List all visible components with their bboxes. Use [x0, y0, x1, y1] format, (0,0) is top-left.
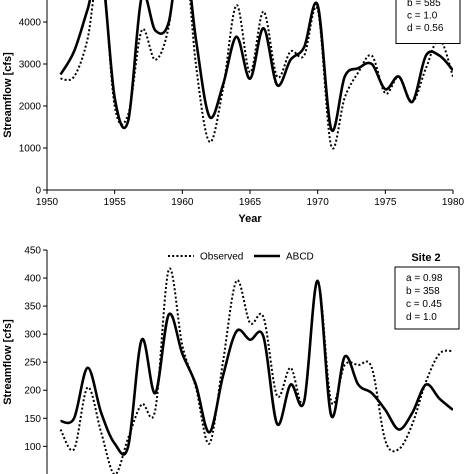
x-tick-label: 1970	[307, 197, 330, 208]
x-tick-label: 1965	[239, 197, 262, 208]
legend-label-observed: Observed	[200, 252, 243, 263]
x-tick-label: 1975	[374, 197, 397, 208]
y-axis-label: Streamflow [cfs]	[2, 319, 14, 405]
y-tick-label: 150	[24, 414, 41, 425]
legend: Observed ABCD	[168, 252, 314, 263]
x-axis-label: Year	[238, 213, 262, 225]
x-tick-label: 1960	[171, 197, 194, 208]
series-line-abcd	[59, 0, 453, 133]
series-line-observed	[59, 267, 453, 474]
site-title: Site 2	[411, 252, 440, 264]
y-tick-label: 2000	[19, 102, 42, 113]
y-tick-label: 300	[24, 330, 41, 341]
series-group	[59, 0, 453, 150]
y-tick-label: 400	[24, 274, 41, 285]
y-tick-label: 250	[24, 358, 41, 369]
parameter-value: c = 0.45	[406, 299, 442, 310]
x-tick-label: 1980	[442, 197, 465, 208]
legend-label-abcd: ABCD	[286, 252, 314, 263]
series-group	[59, 267, 453, 474]
series-line-abcd	[60, 279, 453, 456]
parameter-box	[395, 0, 461, 44]
y-tick-label: 450	[24, 246, 41, 257]
x-tick-label: 1950	[36, 197, 59, 208]
parameter-value: b = 585	[407, 0, 441, 9]
parameter-value: b = 358	[406, 286, 440, 297]
parameter-value: d = 0.56	[407, 23, 444, 34]
parameter-box	[394, 266, 460, 330]
y-tick-label: 4000	[19, 18, 42, 29]
parameter-value: a = 0.98	[406, 273, 443, 284]
parameter-value: d = 1.0	[406, 312, 437, 323]
y-tick-label: 100	[24, 442, 41, 453]
y-tick-label: 200	[24, 386, 41, 397]
parameter-value: c = 1.0	[407, 11, 438, 22]
y-tick-label: 3000	[19, 60, 42, 71]
chart-panel-2: 100 150 200 250 300 350 400 450 Streamflow [cfs]…	[2, 246, 460, 474]
series-line-observed	[60, 0, 453, 150]
y-tick-label: 0	[35, 186, 41, 197]
y-axis-label: Streamflow [cfs]	[2, 52, 14, 138]
chart-panel-1: 0 1000 2000 3000 4000 1950 1955 1960 1965 1970 197…	[2, 0, 465, 225]
x-tick-label: 1955	[104, 197, 127, 208]
y-tick-label: 1000	[19, 144, 42, 155]
y-tick-label: 350	[24, 302, 41, 313]
